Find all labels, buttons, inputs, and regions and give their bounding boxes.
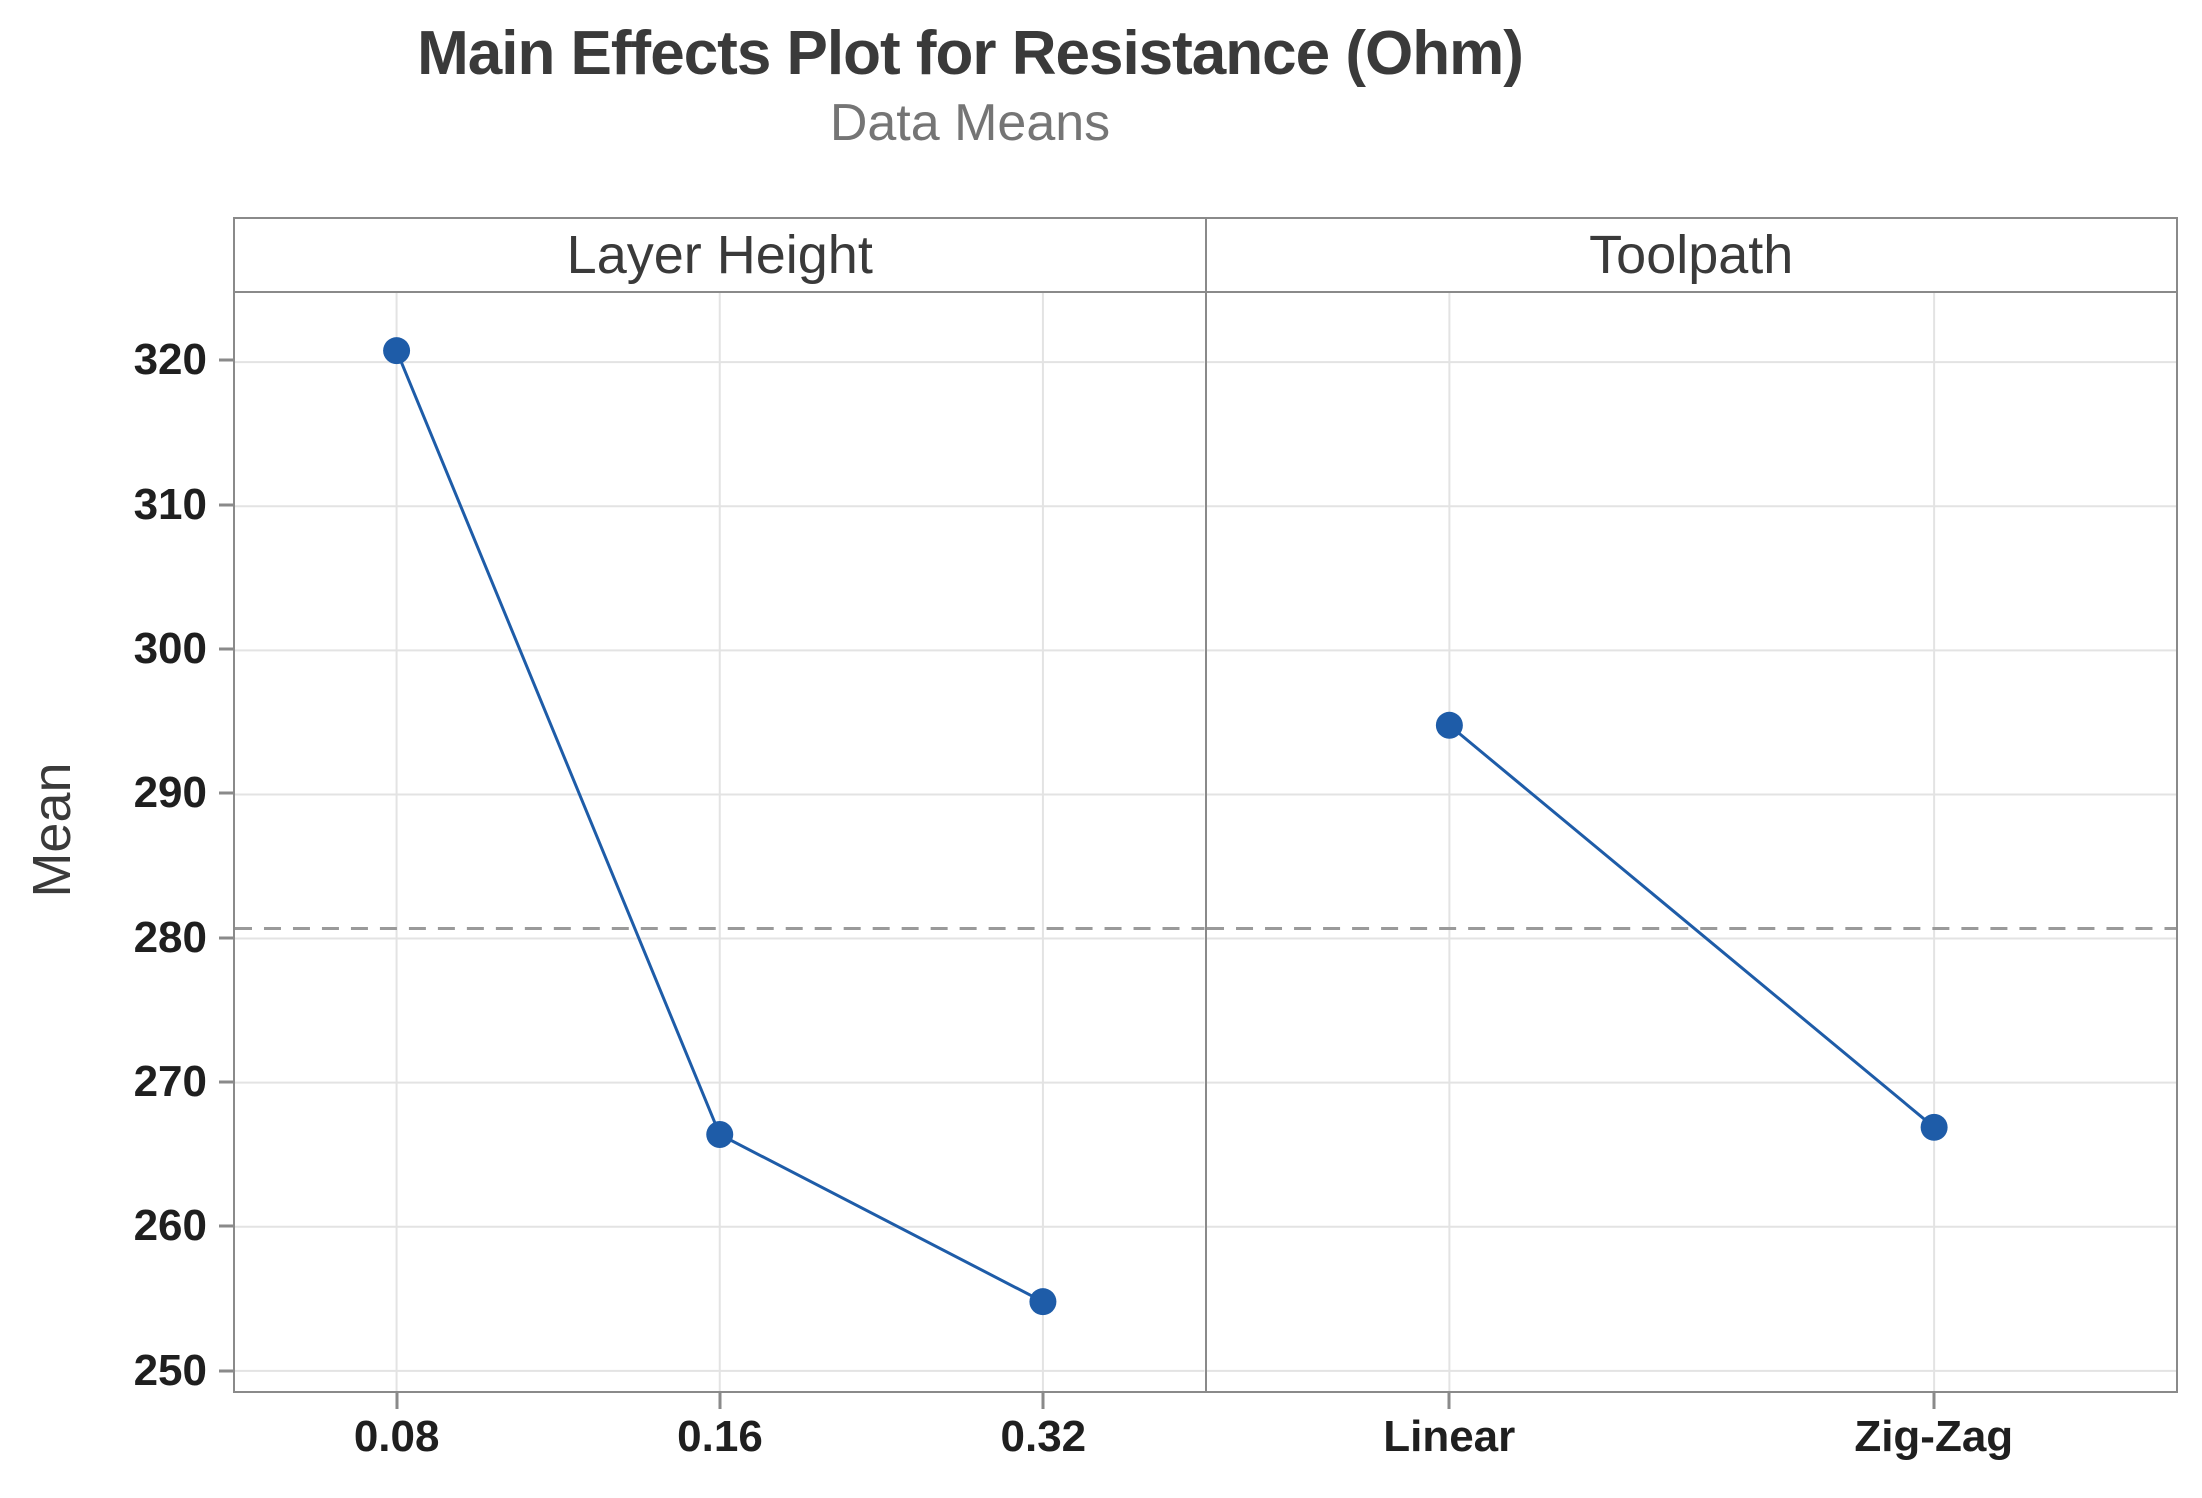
data-point <box>383 337 411 365</box>
y-tick-label-310: 310 <box>133 479 207 529</box>
y-tick-mark <box>219 358 233 362</box>
y-tick-mark <box>219 936 233 940</box>
chart-title: Main Effects Plot for Resistance (Ohm) <box>417 19 1524 88</box>
x-tick-mark <box>395 1393 399 1409</box>
y-tick-mark <box>219 791 233 795</box>
y-tick-label-300: 300 <box>133 624 207 673</box>
chart-subtitle: Data Means <box>829 94 1111 153</box>
data-point <box>1029 1288 1057 1316</box>
y-tick-label-250: 250 <box>133 1345 207 1395</box>
panel-header-layer-height: Layer Height <box>235 219 1207 291</box>
panel-svg-layer-height <box>235 293 1205 1391</box>
panel-plots-container <box>235 293 2176 1391</box>
factor-header-band: Layer Height Toolpath <box>235 219 2176 293</box>
panel-plot-toolpath <box>1206 293 2176 1391</box>
chart-frame: Layer Height Toolpath <box>233 217 2178 1393</box>
y-tick-mark <box>219 1369 233 1373</box>
y-tick-mark <box>219 1080 233 1084</box>
y-tick-label-280: 280 <box>133 912 207 962</box>
x-tick-label-linear: Linear <box>1383 1412 1516 1461</box>
data-point <box>1920 1113 1948 1141</box>
y-axis-title: Mean <box>22 762 82 898</box>
data-point <box>1435 711 1463 739</box>
y-tick-mark <box>219 1224 233 1228</box>
y-tick-label-260: 260 <box>133 1201 207 1251</box>
x-tick-label-0-32: 0.32 <box>1000 1412 1087 1461</box>
x-tick-mark <box>1041 1393 1045 1409</box>
y-tick-mark <box>219 503 233 507</box>
x-tick-mark <box>718 1393 722 1409</box>
title-block: Main Effects Plot for Resistance (Ohm) D… <box>0 19 1940 154</box>
data-point <box>706 1121 734 1148</box>
y-tick-label-270: 270 <box>133 1057 207 1107</box>
x-tick-mark <box>1447 1393 1451 1409</box>
x-tick-label-0-08: 0.08 <box>353 1412 440 1461</box>
panel-header-toolpath: Toolpath <box>1589 225 1794 285</box>
series-line <box>1447 724 1935 1129</box>
x-tick-label-zig-zag: Zig-Zag <box>1854 1412 2014 1461</box>
x-tick-label-0-16: 0.16 <box>677 1412 763 1461</box>
y-tick-label-320: 320 <box>133 335 207 385</box>
panel-plot-layer-height <box>235 293 1207 1391</box>
x-tick-mark <box>1932 1393 1936 1409</box>
y-tick-label-290: 290 <box>133 768 207 818</box>
y-tick-mark <box>219 647 233 651</box>
panel-svg-toolpath <box>1206 293 2176 1391</box>
